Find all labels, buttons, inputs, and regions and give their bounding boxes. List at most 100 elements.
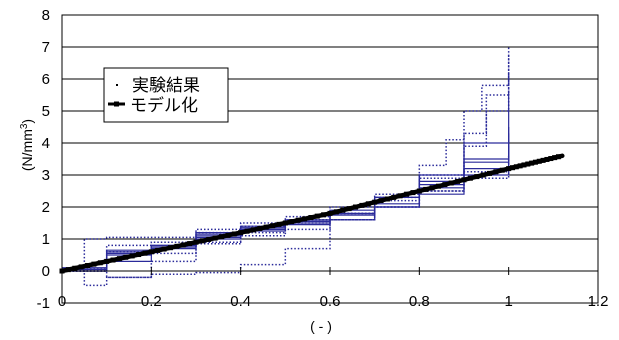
model-point [199,238,205,244]
model-point [308,215,314,221]
x-tick-label: 0.2 [141,293,162,310]
model-point [231,231,237,237]
model-point [91,261,97,267]
legend-symbol-dotted [116,84,118,86]
model-point [487,170,493,176]
model-point [555,154,561,160]
model-point [506,166,512,172]
model-point [548,156,554,162]
model-point [540,157,546,163]
model-point [480,172,486,178]
model-point [161,246,167,252]
model-point [525,161,531,167]
model-point [442,182,448,188]
y-tick-label: 5 [42,103,50,120]
experimental-series-6 [62,139,510,269]
model-point [167,245,173,251]
experimental-series-10 [62,133,510,269]
model-point [529,160,535,166]
model-point [148,249,154,255]
x-tick-label: 1.2 [588,293,609,310]
model-point [212,235,218,241]
model-point [129,253,135,259]
model-point [397,193,403,199]
model-point [333,209,339,215]
legend: 実験結果 モデル化 [103,67,229,123]
legend-symbol-model [108,101,125,107]
y-tick-labels: -1 0 1 2 3 4 5 6 7 8 [37,7,50,312]
model-point [416,188,422,194]
y-tick-label: 8 [42,7,50,24]
model-point [493,169,499,175]
model-point [461,177,467,183]
model-point [142,250,148,256]
model-point [225,232,231,238]
model-point [257,225,263,231]
model-point [65,267,71,273]
model-point [155,247,161,253]
model-point [116,256,122,262]
legend-label-experimental: 実験結果 [132,76,200,95]
model-point [404,191,410,197]
model-point [327,210,333,216]
model-point [340,207,346,213]
model-point [536,158,542,164]
model-point [365,201,371,207]
model-point [372,199,378,205]
model-point [276,221,282,227]
y-tick-label: 1 [42,231,50,248]
plot-frame [61,14,599,304]
model-point [517,163,523,169]
model-point [499,167,505,173]
model-point [263,224,269,230]
x-axis-label: ( - ) [310,318,332,334]
model-point [410,190,416,196]
legend-box [103,67,229,123]
model-point [123,254,129,260]
model-point [532,159,538,165]
model-point [206,236,212,242]
model-point [187,241,193,247]
y-tick-label: 4 [42,135,50,152]
x-tick-labels: 0 0.2 0.4 0.6 0.8 1 1.2 [58,293,609,310]
model-point [314,213,320,219]
model-point [174,243,180,249]
y-tick-label: -1 [37,295,50,312]
model-point [346,206,352,212]
model-point [435,183,441,189]
model-point [282,220,288,226]
x-tick-label: 1 [504,293,512,310]
series-layer [59,47,565,287]
legend-label-model: モデル化 [130,95,198,115]
x-tick-label: 0.6 [320,293,341,310]
y-tick-label: 3 [42,167,50,184]
model-point [384,196,390,202]
y-tick-label: 2 [42,199,50,216]
model-point [552,155,558,161]
y-axis-label: (N/mm3) [19,119,35,171]
model-point [270,223,276,229]
model-point [238,230,244,236]
model-point [544,156,550,162]
model-point [110,257,116,263]
model-point [429,185,435,191]
axes [61,14,599,304]
experimental-series-2 [62,53,510,287]
model-point [423,186,429,192]
model-point [180,242,186,248]
model-point [244,228,250,234]
model-point [455,178,461,184]
model-point [104,258,110,264]
model-point [295,217,301,223]
gridlines [62,14,598,272]
model-point [136,252,142,258]
y-tick-label: 7 [42,39,50,56]
model-point [513,164,519,170]
model-point [509,165,515,171]
model-point [321,212,327,218]
model-point [289,219,295,225]
model-point [97,260,103,266]
model-point [250,227,256,233]
model-point [219,234,225,240]
